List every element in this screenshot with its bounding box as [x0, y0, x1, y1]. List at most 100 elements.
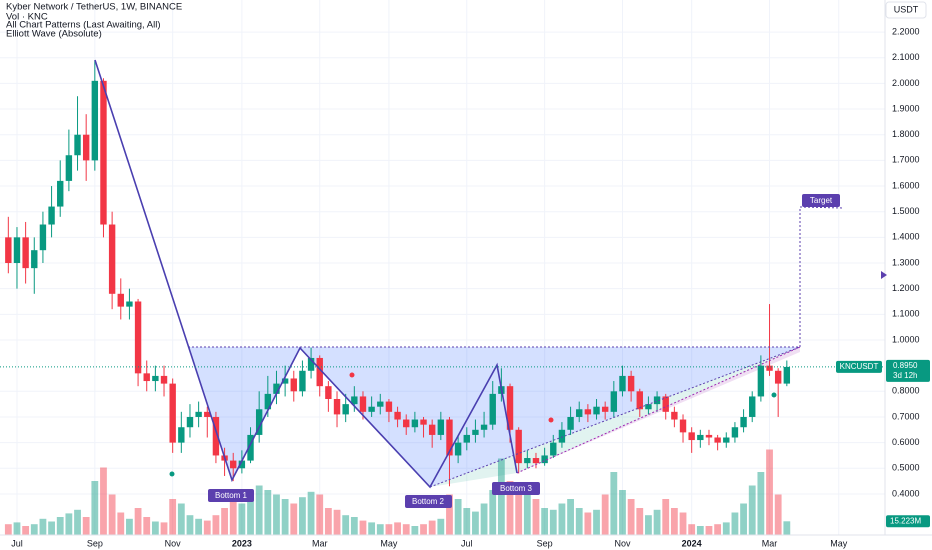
volume-bar: [13, 522, 21, 535]
candle-body: [411, 419, 419, 428]
volume-bar: [385, 524, 393, 535]
currency[interactable]: USDT: [894, 4, 919, 14]
volume-bar: [368, 522, 376, 535]
y-tick-label: 1.1000: [892, 309, 920, 319]
volume-bar: [515, 485, 523, 535]
y-tick-label: 0.4000: [892, 488, 920, 498]
volume-bar: [299, 497, 306, 535]
candle-body: [57, 180, 64, 207]
candle-body: [377, 401, 384, 407]
volume-bar: [255, 485, 263, 535]
x-tick-label: Jul: [11, 538, 23, 548]
volume-bar: [411, 526, 419, 535]
volume-bar: [143, 517, 151, 535]
volume-bar: [601, 494, 609, 535]
candle-body: [22, 237, 29, 269]
volume-bar: [56, 517, 64, 535]
volume-bar: [645, 515, 652, 535]
volume-bar: [748, 485, 756, 535]
volume-bar: [593, 509, 600, 535]
symbol-label: KNCUSDT: [840, 362, 879, 371]
candle-body: [645, 404, 652, 410]
candle-body: [333, 399, 341, 415]
candle-body: [723, 437, 730, 443]
volume-bar: [134, 508, 142, 535]
candle-body: [13, 237, 21, 264]
candle-body: [610, 391, 618, 412]
volume-bar: [316, 494, 324, 535]
x-tick-label: Nov: [165, 538, 182, 548]
volume-bar: [523, 494, 531, 535]
candle-body: [186, 416, 194, 428]
annotation-box: [405, 495, 452, 508]
candle-body: [662, 396, 669, 412]
candle-body: [230, 460, 237, 469]
x-tick-label: Sep: [537, 538, 553, 548]
candle-body: [601, 406, 609, 412]
title: Kyber Network / TetherUS, 1W, BINANCE: [6, 2, 182, 13]
volume-bar: [670, 508, 678, 535]
volume-bar: [247, 491, 254, 535]
volume-bar: [679, 512, 687, 535]
volume-bar: [402, 524, 410, 535]
candle-body: [31, 250, 38, 269]
candle-body: [368, 406, 375, 412]
volume-bar: [376, 524, 384, 535]
volume-bar: [558, 503, 566, 535]
candle-body: [679, 419, 687, 433]
candle-body: [82, 134, 90, 161]
volume-bar: [627, 499, 635, 535]
volume-bar: [82, 517, 90, 535]
candle-body: [489, 393, 496, 425]
volume-bar: [437, 518, 445, 535]
candle-body: [290, 378, 297, 392]
candle-body: [567, 416, 574, 430]
volume-bar: [463, 508, 471, 535]
x-tick-label: Mar: [312, 538, 328, 548]
candle-body: [394, 411, 401, 420]
volume-bar: [653, 509, 661, 535]
currency-box[interactable]: [885, 1, 927, 19]
candle-body: [584, 409, 592, 415]
volume-bar: [722, 522, 730, 535]
candle-body: [749, 396, 756, 417]
y-tick-label: 1.7000: [892, 155, 920, 165]
indicator: All Chart Patterns (Last Awaiting, All): [6, 20, 161, 31]
countdown: 3d 12h: [893, 371, 917, 380]
volume-bar: [636, 508, 644, 535]
candle-body: [247, 434, 254, 461]
y-tick-label: 1.5000: [892, 206, 920, 216]
volume-bar: [4, 524, 12, 535]
candle-body: [48, 206, 55, 225]
candle-body: [731, 427, 739, 438]
volume-bar: [446, 494, 453, 535]
candle-body: [480, 424, 488, 430]
candle-body: [117, 293, 124, 307]
candle-body: [576, 409, 583, 417]
target-line: [799, 206, 844, 347]
volume-bar: [324, 508, 332, 535]
volume-bar: [229, 499, 237, 535]
volume-bar: [39, 518, 47, 535]
indicator: Elliott Wave (Absolute): [6, 29, 102, 40]
candle-body: [212, 416, 220, 456]
price-box: [886, 359, 930, 382]
candle-body: [593, 406, 600, 415]
elliott-wave: [94, 59, 518, 489]
candle-body: [238, 460, 246, 469]
candle-body: [506, 386, 514, 430]
candle-body: [627, 375, 635, 392]
candle-body: [454, 442, 462, 456]
volume-bar: [480, 503, 488, 535]
candle-body: [74, 134, 81, 156]
target-label: Target: [810, 196, 833, 205]
volume-bar: [91, 481, 99, 535]
candle-body: [385, 401, 393, 412]
candle-body: [740, 416, 747, 428]
candle-body: [558, 429, 566, 443]
candle-body: [446, 419, 453, 456]
candle-body: [472, 429, 479, 435]
candle-body: [325, 386, 332, 400]
